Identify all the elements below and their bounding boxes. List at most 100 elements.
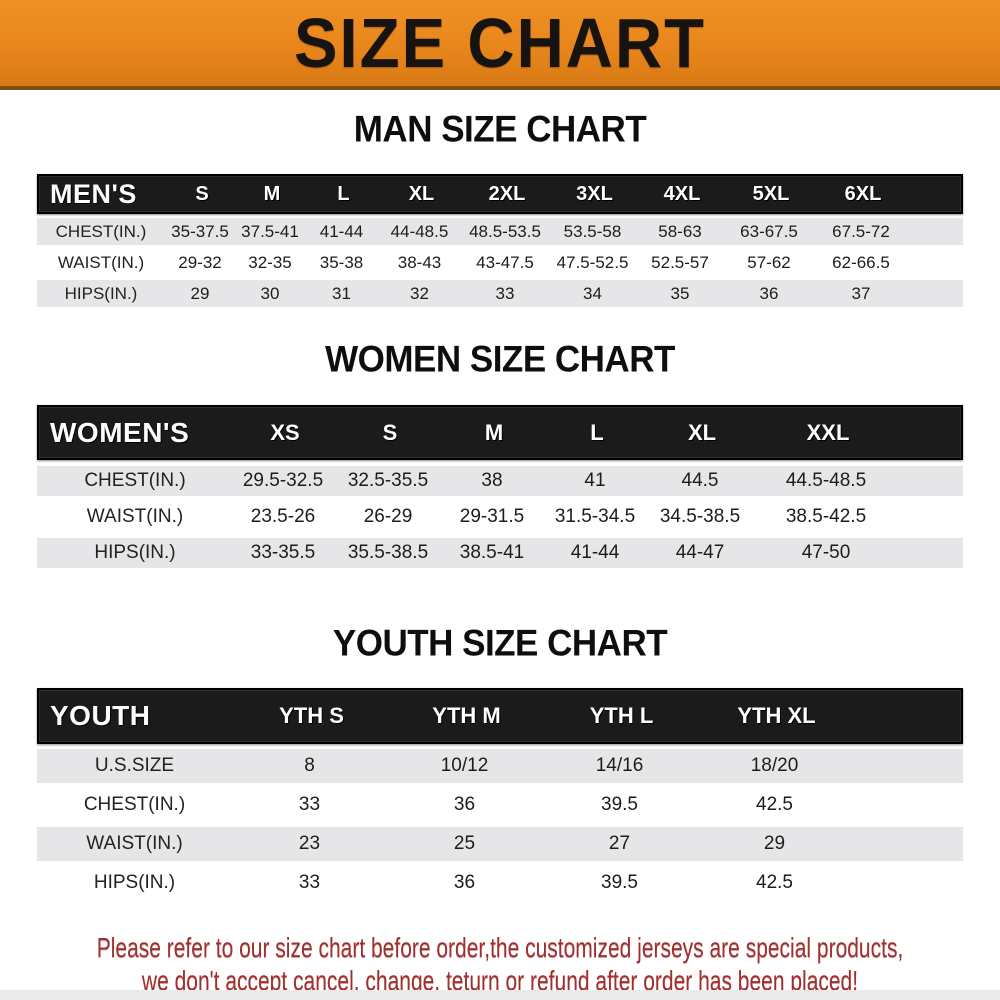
size-value-cell: 35: [670, 283, 690, 303]
size-value-cell: 23: [298, 833, 321, 854]
row-label: WAIST(IN.): [86, 506, 184, 527]
size-value-cell: 34.5-38.5: [659, 506, 741, 527]
table-row: CHEST(IN.) 33 36 39.5 42.5: [37, 788, 963, 822]
size-value-cell: 27: [608, 833, 631, 854]
size-value-cell: 33-35.5: [250, 542, 316, 563]
column-header: YTH XL: [737, 703, 816, 728]
row-label: CHEST(IN.): [55, 221, 147, 241]
banner: SIZE CHART: [0, 0, 1000, 90]
table-header-label: MEN'S: [50, 178, 137, 209]
men-size-table: MEN'S S M L XL 2XL 3XL 4XL 5XL 6XL CHEST(IN.) 35-37…: [37, 174, 963, 307]
size-value-cell: 33: [495, 283, 515, 303]
size-value-cell: 67.5-72: [832, 221, 890, 241]
size-value-cell: 43-47.5: [476, 252, 534, 272]
size-value-cell: 29: [763, 833, 786, 854]
row-label: WAIST(IN.): [86, 833, 183, 854]
size-value-cell: 47.5-52.5: [556, 252, 629, 272]
banner-title: SIZE CHART: [293, 4, 707, 82]
table-row: WAIST(IN.) 29-32 32-35 35-38 38-43 43-47.5 47.…: [37, 249, 963, 276]
column-header: XS: [270, 419, 300, 445]
size-value-cell: 52.5-57: [651, 252, 709, 272]
size-value-cell: 53.5-58: [563, 221, 622, 241]
size-value-cell: 29.5-32.5: [242, 470, 324, 491]
column-header: XXL: [806, 419, 850, 445]
footer-note-line1: Please refer to our size chart before or…: [96, 932, 904, 963]
size-value-cell: 29-31.5: [459, 506, 525, 527]
column-header: 2XL: [488, 182, 526, 205]
table-row: HIPS(IN.) 33 36 39.5 42.5: [37, 866, 963, 900]
size-value-cell: 36: [453, 872, 476, 893]
size-value-cell: 44-47: [675, 542, 725, 563]
row-label: CHEST(IN.): [84, 470, 186, 491]
size-value-cell: 38-43: [397, 252, 442, 272]
size-value-cell: 48.5-53.5: [469, 221, 541, 241]
table-header-label: WOMEN'S: [50, 416, 190, 448]
column-header: 6XL: [844, 182, 882, 205]
youth-section-heading: YOUTH SIZE CHART: [332, 622, 668, 665]
bottom-strip: [0, 990, 1000, 1000]
size-value-cell: 38: [481, 470, 503, 491]
youth-size-table: YOUTH YTH S YTH M YTH L YTH XL U.S.SIZE 8 10/12…: [37, 688, 963, 900]
size-value-cell: 14/16: [595, 755, 644, 776]
size-value-cell: 38.5-42.5: [785, 506, 867, 527]
size-value-cell: 44.5-48.5: [785, 470, 867, 491]
row-label: WAIST(IN.): [57, 252, 145, 272]
size-value-cell: 57-62: [747, 252, 791, 272]
size-value-cell: 8: [304, 755, 315, 776]
size-value-cell: 32.5-35.5: [347, 470, 429, 491]
column-header: 5XL: [752, 182, 790, 205]
size-value-cell: 35-37.5: [171, 221, 229, 241]
women-section-heading: WOMEN SIZE CHART: [325, 338, 675, 381]
size-value-cell: 41: [584, 470, 606, 491]
size-value-cell: 47-50: [801, 542, 851, 563]
size-value-cell: 62-66.5: [832, 252, 890, 272]
women-size-table: WOMEN'S XS S M L XL XXL CHEST(IN.) 29.5-32.5 32.5…: [37, 405, 963, 568]
column-header: M: [484, 419, 504, 445]
size-value-cell: 29: [190, 283, 210, 303]
size-value-cell: 41-44: [319, 221, 364, 241]
size-value-cell: 44-48.5: [390, 221, 449, 241]
column-header: YTH L: [589, 703, 654, 728]
size-value-cell: 36: [759, 283, 779, 303]
size-value-cell: 42.5: [756, 872, 793, 893]
size-value-cell: 37.5-41: [241, 221, 299, 241]
size-value-cell: 33: [298, 872, 321, 893]
size-value-cell: 39.5: [601, 872, 638, 893]
size-value-cell: 58-63: [658, 221, 702, 241]
size-value-cell: 26-29: [363, 506, 413, 527]
column-header: YTH M: [432, 703, 501, 728]
column-header: YTH S: [279, 703, 344, 728]
size-value-cell: 41-44: [570, 542, 620, 563]
row-label: CHEST(IN.): [83, 794, 186, 815]
size-value-cell: 31.5-34.5: [554, 506, 636, 527]
row-label: HIPS(IN.): [64, 283, 138, 303]
size-value-cell: 34: [583, 283, 602, 303]
column-header: S: [195, 182, 209, 205]
column-header: M: [263, 182, 281, 205]
column-header: L: [337, 182, 350, 205]
size-value-cell: 39.5: [601, 794, 638, 815]
row-label: HIPS(IN.): [94, 542, 176, 563]
table-row: HIPS(IN.) 29 30 31 32 33 34 35 36 37: [37, 280, 963, 307]
column-header: L: [590, 419, 604, 445]
column-header: XL: [408, 182, 435, 205]
size-value-cell: 31: [332, 283, 351, 303]
table-header-label: YOUTH: [50, 700, 151, 731]
size-value-cell: 35.5-38.5: [347, 542, 429, 563]
table-header-row: MEN'S S M L XL 2XL 3XL 4XL 5XL 6XL: [37, 174, 963, 214]
size-value-cell: 30: [260, 283, 280, 303]
size-value-cell: 23.5-26: [250, 506, 316, 527]
column-header: XL: [687, 419, 717, 445]
table-row: CHEST(IN.) 35-37.5 37.5-41 41-44 44-48.5 48.5…: [37, 218, 963, 245]
table-row: CHEST(IN.) 29.5-32.5 32.5-35.5 38 41 44.5 44.5…: [37, 466, 963, 496]
size-value-cell: 32-35: [248, 252, 292, 272]
row-label: HIPS(IN.): [93, 872, 176, 893]
size-value-cell: 35-38: [319, 252, 364, 272]
size-value-cell: 42.5: [756, 794, 793, 815]
size-value-cell: 44.5: [681, 470, 719, 491]
size-value-cell: 32: [410, 283, 429, 303]
column-header: S: [382, 419, 398, 445]
table-row: WAIST(IN.) 23 25 27 29: [37, 827, 963, 861]
footer-note: Please refer to our size chart before or…: [0, 931, 1000, 997]
